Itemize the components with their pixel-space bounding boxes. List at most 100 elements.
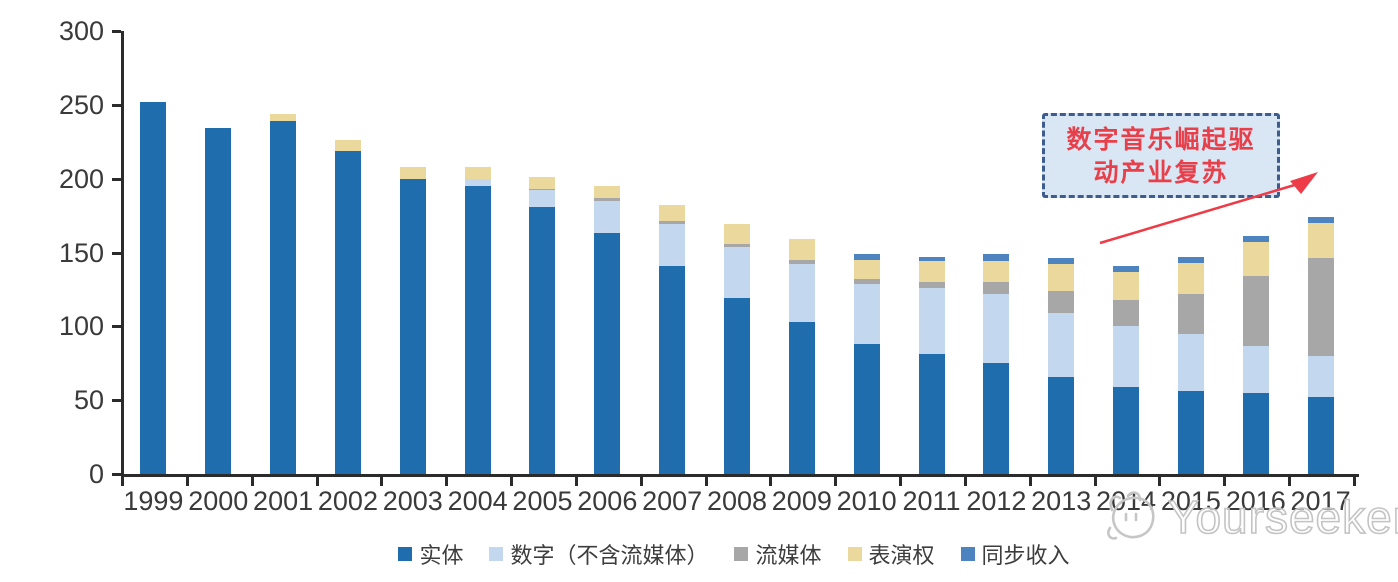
x-axis-tick — [510, 477, 514, 486]
x-axis-tick — [1158, 477, 1162, 486]
legend-label: 实体 — [419, 544, 464, 569]
annotation-callout: 数字音乐崛起驱 动产业复苏 — [1042, 113, 1280, 198]
x-axis-tick — [834, 477, 838, 486]
y-axis-tick — [112, 399, 121, 403]
bar-segment-2014 — [1113, 386, 1140, 474]
bar-segment-2013 — [1048, 264, 1075, 291]
y-axis-tick — [112, 30, 121, 33]
x-axis-tick — [769, 477, 773, 486]
legend-label: 同步收入 — [981, 544, 1070, 569]
bar-segment-2015 — [1177, 333, 1204, 392]
bar-segment-2005 — [529, 189, 556, 191]
x-axis-tick — [1353, 477, 1356, 486]
bar-segment-2015 — [1177, 262, 1204, 294]
legend-label: 表演权 — [868, 544, 935, 569]
x-tick-label: 2009 — [771, 486, 832, 516]
bar-segment-2009 — [788, 239, 815, 260]
legend-label: 数字（不含流媒体） — [510, 544, 709, 569]
y-axis — [121, 31, 124, 477]
bar-segment-2017 — [1307, 258, 1334, 356]
bar-segment-2001 — [270, 121, 297, 474]
bar-segment-1999 — [140, 101, 167, 474]
bar-segment-2006 — [594, 197, 621, 201]
bar-segment-2001 — [270, 113, 297, 122]
x-tick-label: 2008 — [706, 486, 768, 516]
x-tick-label: 2000 — [188, 486, 249, 516]
bar-segment-2009 — [788, 264, 815, 322]
x-axis-tick — [639, 477, 643, 486]
bar-segment-2002 — [334, 140, 361, 151]
bar-segment-2007 — [659, 265, 686, 474]
bar-segment-2006 — [594, 200, 621, 234]
y-axis-tick — [112, 325, 121, 329]
bar-segment-2012 — [983, 261, 1010, 283]
x-axis-tick — [1288, 477, 1292, 486]
bar-segment-2010 — [853, 283, 880, 345]
x-tick-label: 2013 — [1031, 486, 1092, 516]
x-axis-tick — [445, 477, 449, 486]
x-axis-tick — [574, 477, 578, 486]
bar-segment-2016 — [1242, 276, 1269, 346]
bar-segment-2013 — [1048, 376, 1075, 474]
y-tick-label: 200 — [58, 163, 104, 194]
bar-segment-2007 — [659, 221, 686, 225]
bar-segment-2012 — [983, 253, 1010, 262]
bar-segment-2002 — [334, 150, 361, 474]
bar-segment-2008 — [724, 246, 750, 299]
bar-segment-2004 — [464, 186, 491, 474]
bar-segment-2005 — [529, 206, 556, 474]
legend-swatch-icon — [734, 547, 749, 561]
bar-segment-2015 — [1177, 391, 1204, 474]
bar-segment-2010 — [853, 344, 880, 474]
bar-segment-2011 — [918, 282, 945, 288]
bar-segment-2012 — [983, 282, 1010, 294]
x-tick-label: 2010 — [836, 486, 897, 516]
bar-segment-2012 — [983, 293, 1010, 364]
bar-segment-2005 — [529, 190, 556, 207]
bar-segment-2014 — [1113, 271, 1140, 300]
y-tick-label: 0 — [88, 459, 104, 489]
bar-segment-2015 — [1177, 256, 1204, 263]
x-axis-tick — [1093, 477, 1097, 486]
annotation-text-line1: 数字音乐崛起驱 — [1066, 124, 1256, 154]
x-tick-label: 2015 — [1160, 486, 1221, 516]
x-axis-tick — [1223, 477, 1227, 486]
y-tick-label: 100 — [58, 311, 104, 342]
bar-segment-2016 — [1242, 242, 1269, 277]
legend-item: 流媒体 — [734, 538, 822, 570]
x-axis-tick — [1028, 477, 1032, 486]
cat-mascot-icon — [1107, 491, 1155, 540]
x-axis-tick — [380, 477, 384, 486]
y-axis-tick — [112, 103, 121, 107]
legend-item: 实体 — [398, 538, 463, 570]
bar-segment-2017 — [1307, 222, 1334, 259]
bar-segment-2006 — [594, 186, 621, 198]
bar-segment-2007 — [659, 224, 686, 266]
x-tick-label: 2011 — [902, 486, 961, 516]
bar-segment-2017 — [1307, 217, 1334, 223]
x-axis — [121, 474, 1359, 477]
x-axis-tick — [963, 477, 967, 486]
x-tick-label: 2017 — [1290, 486, 1351, 516]
x-tick-label: 2003 — [382, 486, 443, 516]
bar-segment-2013 — [1048, 258, 1075, 265]
legend-swatch-icon — [489, 547, 504, 561]
bar-segment-2012 — [983, 363, 1010, 474]
bar-segment-2014 — [1113, 299, 1140, 327]
x-axis-tick — [899, 477, 903, 486]
bar-segment-2015 — [1177, 293, 1204, 334]
x-axis-tick — [704, 477, 708, 486]
bar-segment-2011 — [918, 354, 945, 474]
bar-segment-2010 — [853, 259, 880, 280]
x-tick-label: 2001 — [253, 486, 314, 516]
x-tick-label: 1999 — [123, 486, 184, 516]
annotation-text-line2: 动产业复苏 — [1093, 157, 1229, 187]
x-axis-tick — [185, 477, 189, 486]
x-axis-tick — [121, 477, 124, 486]
x-tick-label: 2002 — [317, 486, 378, 516]
y-tick-label: 150 — [58, 237, 104, 268]
x-tick-label: 2005 — [512, 486, 573, 516]
x-tick-label: 2012 — [966, 486, 1027, 516]
bar-segment-2010 — [853, 279, 880, 284]
bar-segment-2004 — [464, 166, 491, 179]
